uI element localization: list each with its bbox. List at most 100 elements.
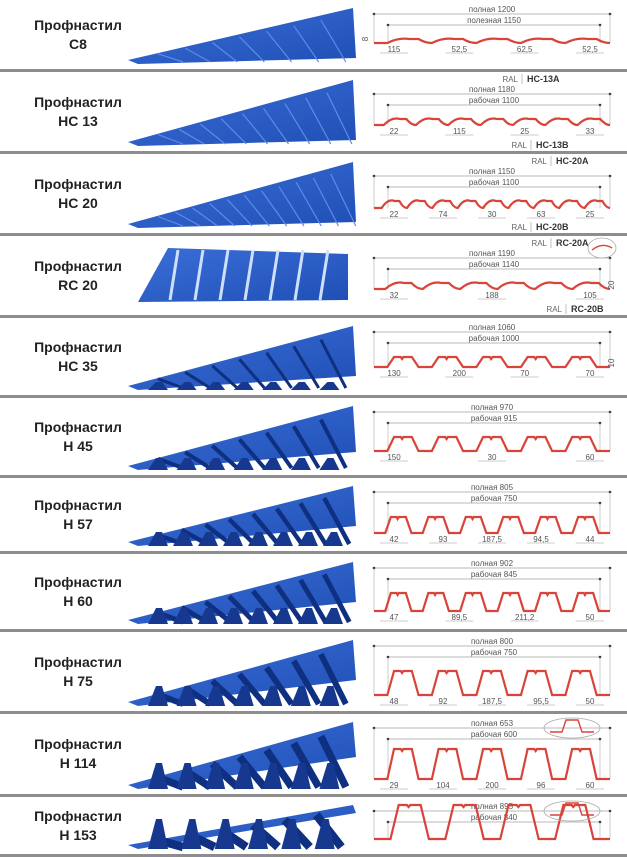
profile-title: Профнастил Н 75: [18, 653, 138, 691]
sheet-corrugation: [262, 763, 283, 789]
sheet-rib: [210, 678, 240, 707]
dimension-label: 47: [390, 613, 399, 622]
sheet-corrugation: [273, 608, 293, 624]
dimension-label: 211,2: [515, 613, 535, 622]
sheet-illustration: [128, 640, 356, 707]
profile-row: Профнастил Н 75 полная 800 рабочая 750 48 92 1…: [0, 632, 627, 714]
sheet-rib: [298, 502, 328, 546]
dimension-label: 25: [586, 210, 595, 219]
sheet-rib: [291, 659, 322, 706]
sheet-rib: [237, 672, 267, 706]
profile-row: Профнастил Н 45 полная 970 рабочая 915 150 30…: [0, 398, 627, 478]
sheet-corrugation: [248, 532, 268, 546]
detail-profile: [550, 719, 594, 733]
sheet-rib: [227, 594, 257, 624]
profile-row: Профнастил НС 20 полная 1150 рабочая 1100 22…: [0, 154, 627, 236]
sheet-rib: [184, 450, 212, 470]
dimension-label: 50: [586, 613, 595, 622]
sheet-illustration: [128, 805, 356, 851]
dimension-label: 33: [586, 127, 595, 136]
sheet-corrugation: [176, 382, 197, 390]
profile-section: [374, 669, 610, 697]
sheet-corrugation: [148, 608, 168, 624]
sheet-rib: [278, 186, 305, 227]
full-width-label: полная 805: [471, 483, 514, 492]
sheet-rib: [319, 339, 348, 389]
profile-title-line2: Н 114: [59, 755, 97, 771]
sheet-rib: [312, 177, 339, 227]
profile-title: Профнастил Н 60: [18, 573, 138, 611]
sheet-rib: [243, 249, 255, 301]
dimension-label: 48: [390, 697, 399, 706]
sheet-rib: [291, 425, 321, 470]
detail-callout: [587, 237, 617, 259]
sheet-corrugation: [248, 608, 268, 624]
sheet-rib: [220, 118, 247, 145]
sheet-corrugation: [298, 608, 318, 624]
working-width-label: рабочая 1100: [469, 96, 520, 105]
sheet-corrugation: [148, 819, 168, 849]
profile-row: Профнастил С8 полная 1200 полезная 1150 115 5…: [0, 0, 627, 72]
sheet-corrugation: [323, 532, 343, 546]
profile-diagram: полная 800 рабочая 750 48 92 187,5 95,5 50: [372, 637, 612, 706]
working-width-label: рабочая 840: [471, 813, 518, 822]
profile-title-line2: Н 60: [63, 592, 93, 609]
sheet-corrugation: [176, 763, 197, 789]
sheet-body: [128, 80, 356, 146]
profile-section: [374, 747, 610, 781]
height-label: 10: [607, 358, 616, 367]
sheet-corrugation: [205, 458, 226, 470]
detail-profile: [550, 802, 594, 816]
sheet-rib: [168, 249, 180, 301]
sheet-corrugation: [290, 382, 311, 390]
sheet-rib: [326, 92, 353, 145]
profile-diagram: полная 1060 рабочая 1000 130 200 70 70 10: [372, 323, 616, 378]
sheet-illustration: [128, 406, 356, 470]
profile-diagram: полная 1190 рабочая 1140 32 188 105 20 RAL RC-2…: [372, 237, 617, 314]
sheet-rib: [293, 249, 305, 301]
dimension-label: 150: [387, 453, 401, 462]
profile-diagram: полная 970 рабочая 915 150 30 60: [372, 403, 612, 462]
sheet-illustration: [128, 8, 356, 64]
dimension-label: 30: [488, 453, 497, 462]
sheet-rib: [292, 345, 321, 389]
coating-code: HC-13A: [527, 74, 560, 84]
working-width-label: рабочая 845: [471, 570, 518, 579]
detail-callout: [543, 800, 601, 822]
profile-title-line1: Профнастил: [34, 418, 122, 435]
profile-diagram: полная 902 рабочая 845 47 89,5 211,2 50: [372, 559, 612, 622]
profile-diagram: полная 1200 полезная 1150 115 52,5 62,5 52,5 8: [362, 5, 612, 54]
full-width-label: полная 1150: [469, 167, 515, 176]
profile-title-line2: RC 20: [58, 276, 98, 293]
sheet-corrugation: [205, 763, 226, 789]
sheet-illustration: [138, 248, 348, 302]
sheet-rib: [318, 249, 330, 301]
dimension-label: 187,5: [482, 535, 503, 544]
sheet-rib: [298, 578, 328, 624]
sheet-rib: [178, 128, 205, 145]
sheet-corrugation: [205, 686, 226, 706]
dimension-label: 70: [586, 369, 595, 378]
sheet-rib: [263, 747, 295, 790]
dimension-label: 89,5: [452, 613, 468, 622]
dimension-label: 92: [439, 697, 448, 706]
sheet-corrugation: [176, 458, 197, 470]
profile-section: [374, 37, 611, 45]
sheet-corrugation: [319, 686, 340, 706]
dimension-label: 96: [537, 781, 546, 790]
sheet-rib: [251, 512, 280, 546]
sheet-corrugation: [248, 819, 268, 849]
sheet-corrugation: [181, 819, 202, 849]
sheet-rib: [274, 507, 304, 546]
sheet-corrugation: [290, 458, 311, 470]
sheet-rib: [193, 249, 205, 301]
profile-row: Профнастил Н 153 полная 895 рабочая 840: [0, 797, 627, 857]
profile-title-line1: Профнастил: [34, 16, 122, 33]
sheet-corrugation: [262, 686, 283, 706]
dimension-label: 29: [390, 781, 399, 790]
sheet-corrugation: [319, 382, 340, 390]
ral-label: RAL: [546, 305, 562, 314]
profile-title-line1: Профнастил: [34, 573, 122, 590]
sheet-rib: [157, 53, 184, 63]
working-width-label: рабочая 600: [471, 730, 518, 739]
